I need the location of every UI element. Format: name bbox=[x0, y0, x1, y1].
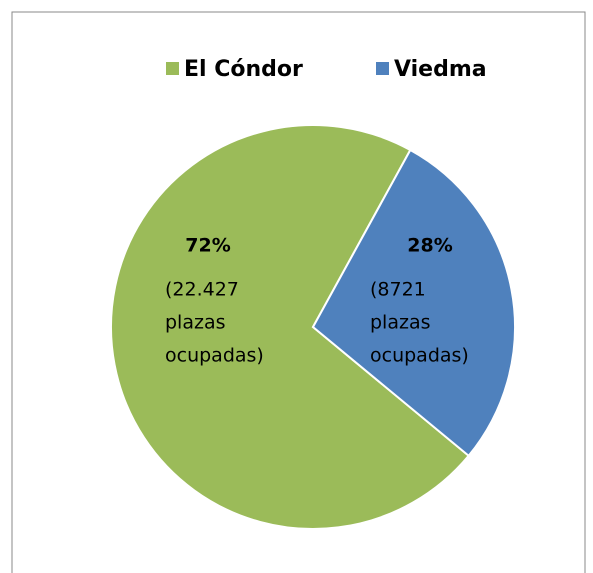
legend-swatch bbox=[166, 62, 179, 75]
legend-label: El Cóndor bbox=[184, 57, 303, 82]
pie-slice bbox=[311, 148, 516, 458]
legend-label: Viedma bbox=[394, 57, 487, 82]
legend-swatch bbox=[376, 62, 389, 75]
pie-slice bbox=[110, 124, 471, 530]
data-label-detail: ocupadas) bbox=[370, 345, 469, 367]
data-label-detail: (8721 bbox=[370, 279, 426, 301]
data-label-detail: plazas bbox=[370, 312, 431, 334]
data-label-detail: ocupadas) bbox=[165, 345, 264, 367]
data-label: 72% bbox=[185, 235, 230, 257]
data-label: 28% bbox=[407, 235, 452, 257]
data-label-detail: plazas bbox=[165, 312, 226, 334]
data-label-detail: (22.427 bbox=[165, 279, 239, 301]
